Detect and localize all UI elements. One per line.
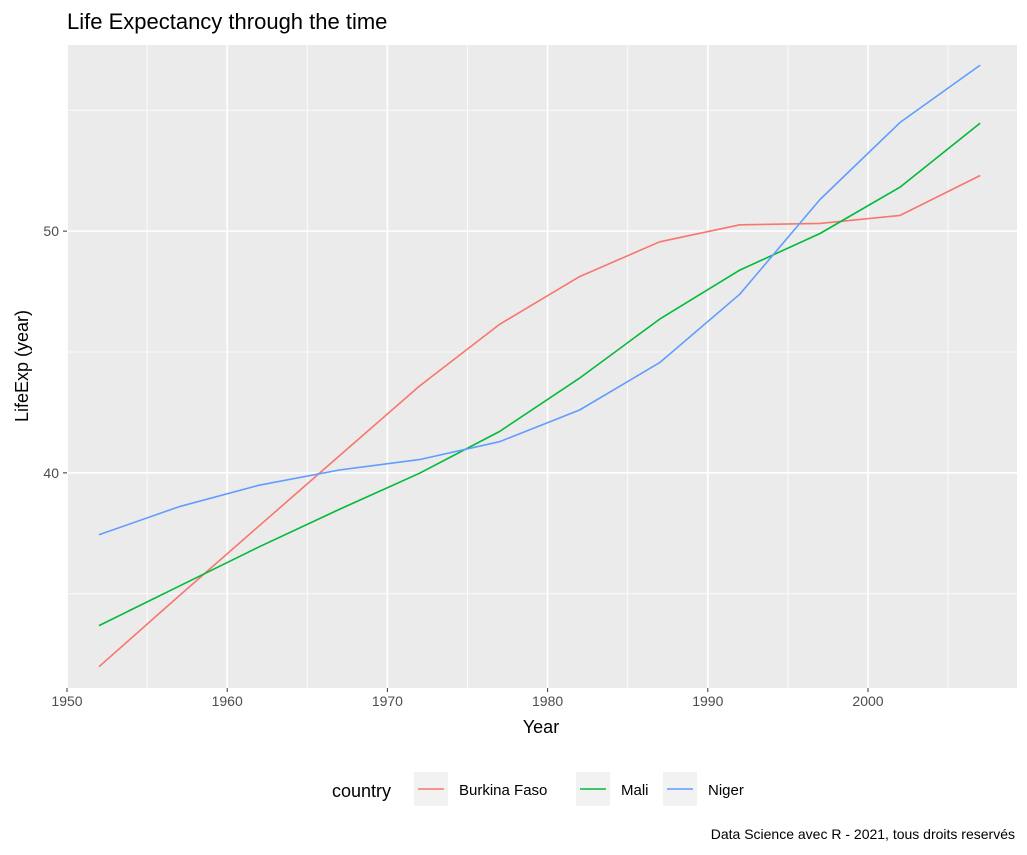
legend-label: Mali <box>621 782 649 799</box>
x-tick-label: 1970 <box>372 693 403 709</box>
y-tick-label: 50 <box>43 223 59 239</box>
y-tick-label: 40 <box>43 465 59 481</box>
y-axis: 40 50 <box>43 223 67 481</box>
plot-panel <box>67 45 1017 688</box>
x-axis: 1950 1960 1970 1980 1990 2000 <box>51 688 884 709</box>
minor-gridlines <box>67 45 1017 688</box>
major-gridlines <box>66 45 1017 688</box>
x-tick-label: 1950 <box>51 693 82 709</box>
legend-label: Burkina Faso <box>459 782 547 799</box>
chart-caption: Data Science avec R - 2021, tous droits … <box>711 826 1015 842</box>
chart-title: Life Expectancy through the time <box>67 9 387 34</box>
legend-title: country <box>332 781 391 801</box>
x-tick-label: 2000 <box>852 693 883 709</box>
x-tick-label: 1990 <box>692 693 723 709</box>
legend: country Burkina Faso Mali Niger <box>332 772 744 806</box>
series-line-burkina-faso <box>98 174 981 668</box>
series-lines <box>98 64 981 668</box>
legend-label: Niger <box>708 782 744 799</box>
series-line-mali <box>98 122 981 627</box>
x-axis-title: Year <box>523 717 559 737</box>
series-line-niger <box>98 64 981 536</box>
x-tick-label: 1980 <box>532 693 563 709</box>
y-axis-title: LifeExp (year) <box>12 310 32 422</box>
x-tick-label: 1960 <box>212 693 243 709</box>
